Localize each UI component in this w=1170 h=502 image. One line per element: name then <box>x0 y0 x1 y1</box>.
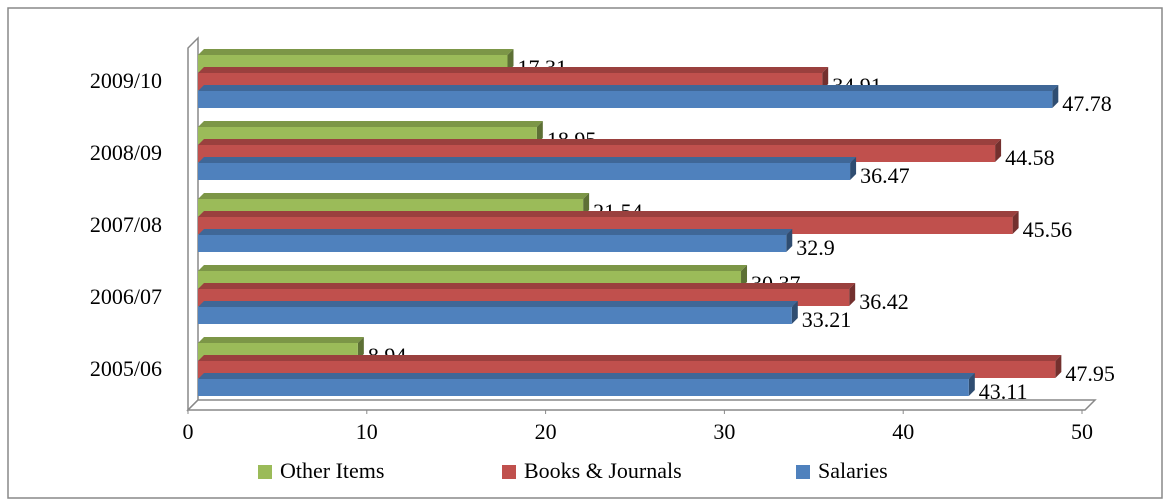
y-tick-label: 2008/09 <box>90 140 162 165</box>
bar-top <box>198 355 1062 361</box>
value-label: 32.9 <box>796 235 835 260</box>
value-label: 33.21 <box>802 307 852 332</box>
x-tick-label: 30 <box>713 419 735 444</box>
bar-side <box>1052 85 1059 108</box>
value-label: 47.95 <box>1065 361 1115 386</box>
bar-side <box>849 283 856 306</box>
bar-side <box>357 337 364 360</box>
x-tick-label: 0 <box>183 419 194 444</box>
bar-top <box>198 49 514 55</box>
y-tick-label: 2005/06 <box>90 356 162 381</box>
bar-side <box>786 229 793 252</box>
bar-top <box>198 229 793 235</box>
bar-top <box>198 337 364 343</box>
bar <box>198 307 792 324</box>
value-label: 36.47 <box>860 163 910 188</box>
bar-top <box>198 157 857 163</box>
value-label: 43.11 <box>979 379 1028 404</box>
bar-side <box>507 49 514 72</box>
value-label: 36.42 <box>859 289 909 314</box>
x-tick-label: 10 <box>356 419 378 444</box>
value-label: 45.56 <box>1023 217 1073 242</box>
bar-side <box>1012 211 1019 234</box>
legend-swatch <box>796 465 810 479</box>
bar-side <box>741 265 748 288</box>
bar-top <box>198 283 856 289</box>
x-tick-label: 40 <box>892 419 914 444</box>
bar-top <box>198 265 748 271</box>
bar-side <box>850 157 857 180</box>
legend-swatch <box>258 465 272 479</box>
bar-top <box>198 139 1002 145</box>
bar-side <box>968 373 975 396</box>
bar-side <box>791 301 798 324</box>
value-label: 47.78 <box>1062 91 1112 116</box>
bar-side <box>583 193 590 216</box>
value-label: 44.58 <box>1005 145 1054 170</box>
x-tick-label: 20 <box>535 419 557 444</box>
bar-side <box>536 121 543 144</box>
bar-top <box>198 193 590 199</box>
bar-top <box>198 67 829 73</box>
bar-top <box>198 301 798 307</box>
bar-top <box>198 85 1059 91</box>
bar-top <box>198 211 1019 217</box>
floor <box>186 399 1097 411</box>
bar-top <box>198 373 975 379</box>
y-tick-label: 2007/08 <box>90 212 162 237</box>
bar-side <box>1055 355 1062 378</box>
wall <box>187 36 199 412</box>
legend-label: Books & Journals <box>524 458 682 483</box>
y-tick-label: 2009/10 <box>90 68 162 93</box>
legend-label: Other Items <box>280 458 384 483</box>
legend-swatch <box>502 465 516 479</box>
bar <box>198 163 851 180</box>
bar <box>198 91 1053 108</box>
bar <box>198 379 969 396</box>
bar <box>198 235 787 252</box>
legend-label: Salaries <box>818 458 888 483</box>
bar-top <box>198 121 543 127</box>
bar-side <box>822 67 829 90</box>
x-tick-label: 50 <box>1071 419 1093 444</box>
y-tick-label: 2006/07 <box>90 284 162 309</box>
bar-side <box>995 139 1002 162</box>
